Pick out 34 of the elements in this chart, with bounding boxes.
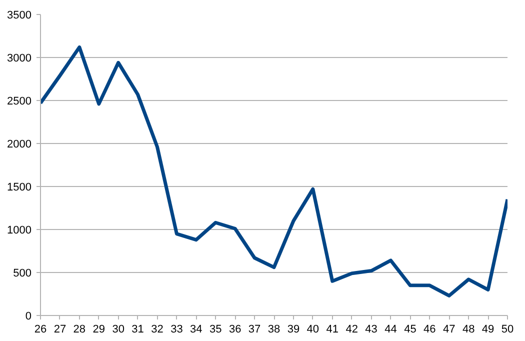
x-tick-label: 40	[306, 324, 320, 336]
x-tick-label: 45	[404, 324, 416, 336]
x-tick-label: 37	[248, 324, 261, 336]
x-tick-label: 30	[112, 324, 124, 336]
y-tick-label: 1500	[7, 182, 32, 194]
x-tick-label: 35	[210, 324, 222, 336]
x-tick-label: 43	[365, 324, 378, 336]
x-tick-label: 33	[170, 324, 183, 336]
x-tick-label: 28	[73, 324, 86, 336]
x-tick-label: 27	[54, 324, 66, 336]
y-tick-label: 2500	[7, 96, 32, 108]
x-tick-label: 34	[190, 324, 202, 336]
x-tick-label: 29	[92, 324, 106, 336]
x-tick-label: 38	[268, 324, 280, 336]
y-tick-label: 3500	[7, 10, 32, 22]
y-tick-label: 0	[25, 310, 32, 322]
x-tick-label: 44	[384, 324, 397, 336]
x-tick-label: 49	[482, 324, 494, 336]
x-tick-label: 32	[151, 324, 164, 336]
x-tick-label: 42	[346, 324, 358, 336]
y-tick-label: 2000	[7, 138, 32, 150]
line-series	[40, 45, 508, 298]
x-tick-label: 41	[326, 324, 339, 336]
y-tick-label: 500	[13, 268, 32, 280]
x-tick-label: 26	[34, 324, 47, 336]
x-tick-label: 36	[228, 324, 242, 336]
y-tick-label: 1000	[7, 224, 32, 236]
x-tick-label: 48	[462, 324, 475, 336]
x-tick-label: 31	[132, 324, 144, 336]
x-tick-label: 47	[443, 324, 456, 336]
x-tick-label: 46	[424, 324, 436, 336]
x-tick-label: 39	[287, 324, 300, 336]
y-tick-label: 3000	[7, 52, 32, 64]
x-tick-label: 50	[501, 324, 514, 336]
